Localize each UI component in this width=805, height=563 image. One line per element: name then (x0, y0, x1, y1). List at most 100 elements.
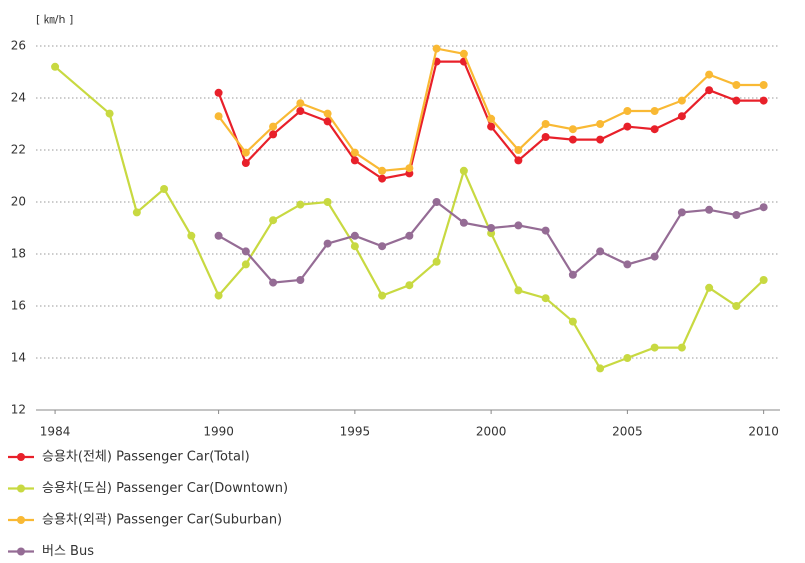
data-point (323, 198, 332, 206)
data-point (596, 135, 605, 144)
data-point (405, 281, 414, 290)
data-point (323, 109, 332, 118)
data-point (323, 239, 332, 248)
data-point (378, 242, 387, 251)
legend-swatch-dot (17, 484, 25, 493)
data-point (759, 203, 768, 212)
data-point (296, 200, 305, 209)
data-point (759, 276, 768, 284)
data-point (596, 247, 605, 256)
data-point (350, 148, 359, 157)
data-point (378, 166, 387, 175)
data-point (459, 218, 468, 227)
data-point (459, 49, 468, 58)
data-point (405, 231, 414, 240)
data-point (541, 133, 550, 141)
x-tick-label: 1995 (340, 425, 371, 439)
data-point (269, 278, 278, 287)
data-point (677, 208, 686, 217)
data-point (378, 291, 387, 300)
legend-swatch-dot (17, 516, 25, 524)
data-point (623, 122, 632, 131)
data-point (241, 159, 250, 167)
data-point (514, 146, 523, 154)
data-point (432, 44, 441, 53)
data-point (241, 148, 250, 157)
data-point (596, 364, 605, 373)
data-point (650, 343, 659, 352)
data-point (650, 125, 659, 134)
data-point (732, 96, 741, 105)
data-point (269, 130, 278, 139)
data-point (105, 109, 114, 118)
data-point (459, 166, 468, 175)
data-point (432, 198, 441, 206)
legend-label: 버스 Bus (42, 544, 94, 559)
data-point (269, 122, 278, 131)
y-tick-label: 12 (11, 403, 26, 417)
legend-swatch-dot (17, 547, 25, 556)
data-point (487, 224, 496, 232)
data-point (650, 252, 659, 261)
data-point (514, 221, 523, 230)
data-point (378, 174, 387, 183)
data-point (187, 231, 196, 240)
data-point (214, 291, 223, 300)
y-axis-label: [ ㎞/h ] (36, 13, 73, 26)
data-point (705, 205, 714, 214)
data-point (541, 120, 550, 128)
data-point (623, 107, 632, 115)
data-point (269, 216, 278, 225)
legend-swatch-dot (17, 453, 25, 461)
data-point (677, 96, 686, 105)
data-point (323, 117, 332, 126)
data-point (568, 317, 577, 326)
legend-label: 승용차(외곽) Passenger Car(Suburban) (42, 513, 282, 528)
data-point (214, 231, 223, 240)
data-point (350, 156, 359, 165)
data-point (296, 99, 305, 108)
data-point (568, 270, 577, 279)
data-point (596, 120, 605, 128)
data-point (759, 81, 768, 89)
y-tick-label: 22 (11, 143, 26, 157)
data-point (405, 164, 414, 173)
data-point (487, 122, 496, 131)
y-tick-label: 14 (11, 351, 26, 365)
data-point (514, 156, 523, 165)
data-point (623, 354, 632, 362)
data-point (677, 112, 686, 121)
data-point (541, 294, 550, 303)
data-point (650, 107, 659, 115)
data-point (732, 211, 741, 219)
data-point (705, 283, 714, 292)
x-tick-label: 2000 (476, 425, 507, 439)
series-line (54, 65, 765, 370)
data-point (132, 208, 141, 217)
data-point (732, 81, 741, 89)
x-tick-label: 1984 (40, 425, 71, 439)
data-point (514, 286, 523, 295)
legend-label: 승용차(도심) Passenger Car(Downtown) (42, 481, 288, 496)
legend-label: 승용차(전체) Passenger Car(Total) (42, 450, 250, 465)
data-point (296, 107, 305, 115)
y-tick-label: 18 (11, 247, 26, 261)
data-point (732, 302, 741, 310)
y-tick-label: 20 (11, 195, 26, 209)
data-point (487, 114, 496, 123)
data-point (541, 226, 550, 235)
data-point (296, 276, 305, 284)
x-tick-label: 1990 (203, 425, 234, 439)
y-tick-label: 26 (11, 39, 26, 53)
y-tick-label: 24 (11, 91, 26, 105)
data-point (568, 125, 577, 134)
data-point (214, 88, 223, 97)
data-point (214, 112, 223, 121)
data-point (759, 96, 768, 105)
data-point (705, 86, 714, 95)
data-point (350, 231, 359, 240)
data-point (705, 70, 714, 79)
data-point (350, 242, 359, 251)
data-point (568, 135, 577, 144)
x-tick-label: 2005 (612, 425, 643, 439)
